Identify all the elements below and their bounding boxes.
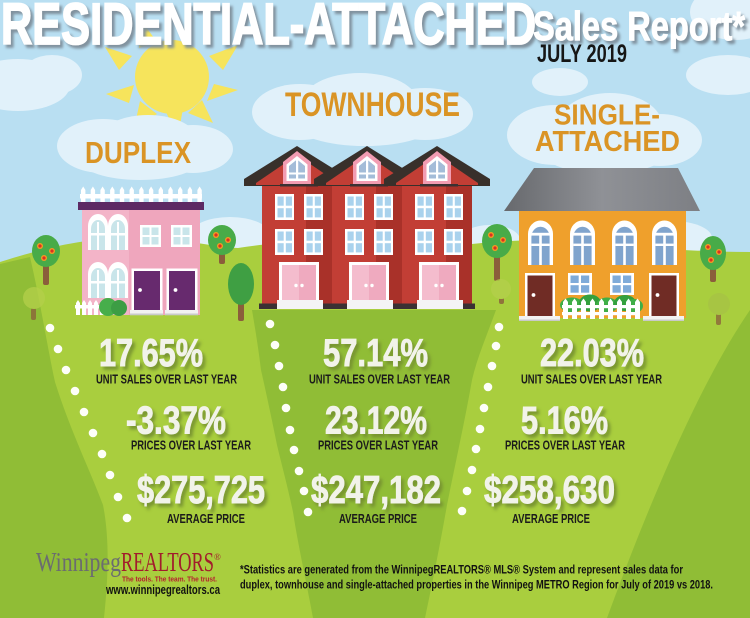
svg-text:-3.37%: -3.37% <box>126 400 226 443</box>
svg-text:The tools. The team. The trust: The tools. The team. The trust. <box>122 575 217 584</box>
svg-text:23.12%: 23.12% <box>325 400 427 443</box>
svg-text:57.14%: 57.14% <box>323 332 428 375</box>
svg-text:www.winnipegrealtors.ca: www.winnipegrealtors.ca <box>105 583 221 597</box>
svg-text:duplex, townhouse and single-a: duplex, townhouse and single-attached pr… <box>240 578 713 592</box>
svg-text:DUPLEX: DUPLEX <box>85 135 191 170</box>
svg-text:5.16%: 5.16% <box>521 400 608 443</box>
svg-text:$258,630: $258,630 <box>484 469 615 512</box>
svg-text:22.03%: 22.03% <box>540 332 644 375</box>
svg-text:Winnipeg: Winnipeg <box>36 547 121 577</box>
svg-text:AVERAGE PRICE: AVERAGE PRICE <box>167 512 245 526</box>
svg-text:UNIT SALES OVER LAST YEAR: UNIT SALES OVER LAST YEAR <box>521 373 662 387</box>
svg-text:ATTACHED: ATTACHED <box>535 126 680 158</box>
svg-text:TOWNHOUSE: TOWNHOUSE <box>285 86 460 124</box>
svg-text:Sales Report*: Sales Report* <box>533 3 745 49</box>
svg-text:UNIT SALES OVER LAST YEAR: UNIT SALES OVER LAST YEAR <box>309 373 450 387</box>
svg-text:PRICES OVER LAST YEAR: PRICES OVER LAST YEAR <box>131 439 251 453</box>
svg-text:PRICES OVER LAST YEAR: PRICES OVER LAST YEAR <box>318 439 438 453</box>
svg-text:$275,725: $275,725 <box>137 469 265 512</box>
svg-text:*Statistics are generated from: *Statistics are generated from the Winni… <box>240 563 683 577</box>
svg-text:®: ® <box>214 552 221 562</box>
svg-text:JULY 2019: JULY 2019 <box>537 40 627 68</box>
svg-text:$247,182: $247,182 <box>311 469 441 512</box>
svg-text:AVERAGE PRICE: AVERAGE PRICE <box>512 512 590 526</box>
svg-text:AVERAGE PRICE: AVERAGE PRICE <box>339 512 417 526</box>
svg-text:PRICES OVER LAST YEAR: PRICES OVER LAST YEAR <box>505 439 625 453</box>
svg-text:REALTORS: REALTORS <box>121 547 214 577</box>
svg-text:17.65%: 17.65% <box>99 332 203 375</box>
svg-text:UNIT SALES OVER LAST YEAR: UNIT SALES OVER LAST YEAR <box>96 373 237 387</box>
svg-text:RESIDENTIAL-ATTACHED: RESIDENTIAL-ATTACHED <box>1 0 536 57</box>
svg-text:SINGLE-: SINGLE- <box>554 100 660 132</box>
